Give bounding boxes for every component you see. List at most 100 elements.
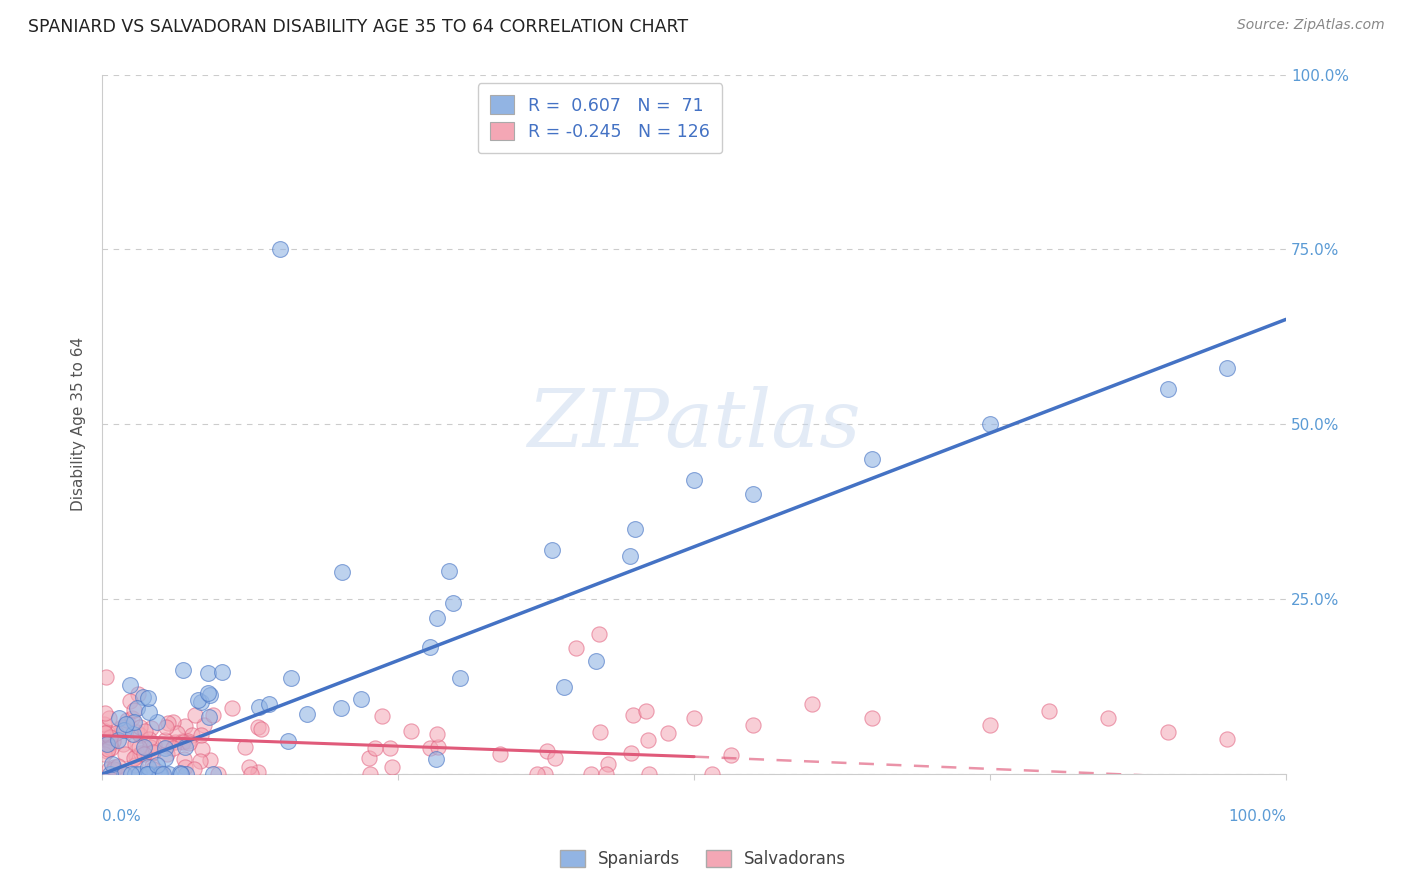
Point [700,767,723,781]
Point [128,728,150,742]
Text: 0.0%: 0.0% [103,809,141,824]
Point [280,671,302,685]
Point [132,690,155,704]
Point [187,693,209,707]
Point [246,764,269,779]
Point [94,706,117,720]
Point [860,711,883,725]
Point [96,725,118,739]
Point [174,767,197,781]
Point [378,741,401,756]
Point [533,767,555,781]
Point [190,695,212,709]
Point [250,722,273,736]
Point [588,627,610,641]
Point [269,243,291,257]
Point [91,723,114,737]
Point [246,720,269,734]
Point [96,738,118,752]
Point [98,730,121,744]
Point [581,767,603,781]
Point [114,747,136,761]
Point [191,741,214,756]
Point [221,700,243,714]
Point [233,739,256,754]
Point [124,737,146,751]
Point [330,701,353,715]
Text: SPANIARD VS SALVADORAN DISABILITY AGE 35 TO 64 CORRELATION CHART: SPANIARD VS SALVADORAN DISABILITY AGE 35… [28,18,689,36]
Point [177,733,200,747]
Point [129,746,152,760]
Point [134,724,156,739]
Point [202,767,225,781]
Point [371,708,394,723]
Point [135,767,157,781]
Point [125,725,148,739]
Text: 100.0%: 100.0% [1227,809,1286,824]
Point [141,746,163,760]
Point [96,670,118,684]
Point [156,747,179,762]
Point [141,759,163,773]
Point [585,654,607,668]
Point [860,452,883,467]
Point [98,762,121,776]
Point [439,564,461,578]
Point [156,715,179,730]
Point [103,760,125,774]
Point [247,699,270,714]
Point [359,751,381,765]
Point [152,767,174,781]
Point [427,739,450,754]
Point [107,732,129,747]
Point [181,728,204,742]
Point [94,737,117,751]
Point [238,759,260,773]
Point [107,758,129,772]
Point [93,716,115,731]
Point [683,711,706,725]
Point [142,745,165,759]
Point [100,741,122,756]
Point [120,767,142,781]
Point [624,522,647,536]
Point [441,596,464,610]
Text: Source: ZipAtlas.com: Source: ZipAtlas.com [1237,18,1385,32]
Y-axis label: Disability Age 35 to 64: Disability Age 35 to 64 [72,337,86,511]
Point [1038,704,1060,718]
Point [381,760,404,774]
Point [1156,382,1178,396]
Point [112,720,135,734]
Point [425,752,447,766]
Point [197,665,219,680]
Point [683,473,706,487]
Point [200,688,222,702]
Point [139,721,162,735]
Point [150,767,173,781]
Point [211,665,233,679]
Point [173,739,195,754]
Point [619,549,641,563]
Point [200,753,222,767]
Point [742,718,765,732]
Point [157,767,180,781]
Point [162,740,184,755]
Point [98,736,121,750]
Point [564,641,586,656]
Point [620,746,643,760]
Point [637,733,659,747]
Point [97,739,120,754]
Point [173,759,195,773]
Point [541,543,564,558]
Point [145,715,167,730]
Point [122,727,145,741]
Point [170,767,193,781]
Point [125,748,148,763]
Point [142,738,165,752]
Point [148,767,170,781]
Point [979,718,1001,732]
Point [162,714,184,729]
Point [198,709,221,723]
Point [153,733,176,747]
Point [134,739,156,754]
